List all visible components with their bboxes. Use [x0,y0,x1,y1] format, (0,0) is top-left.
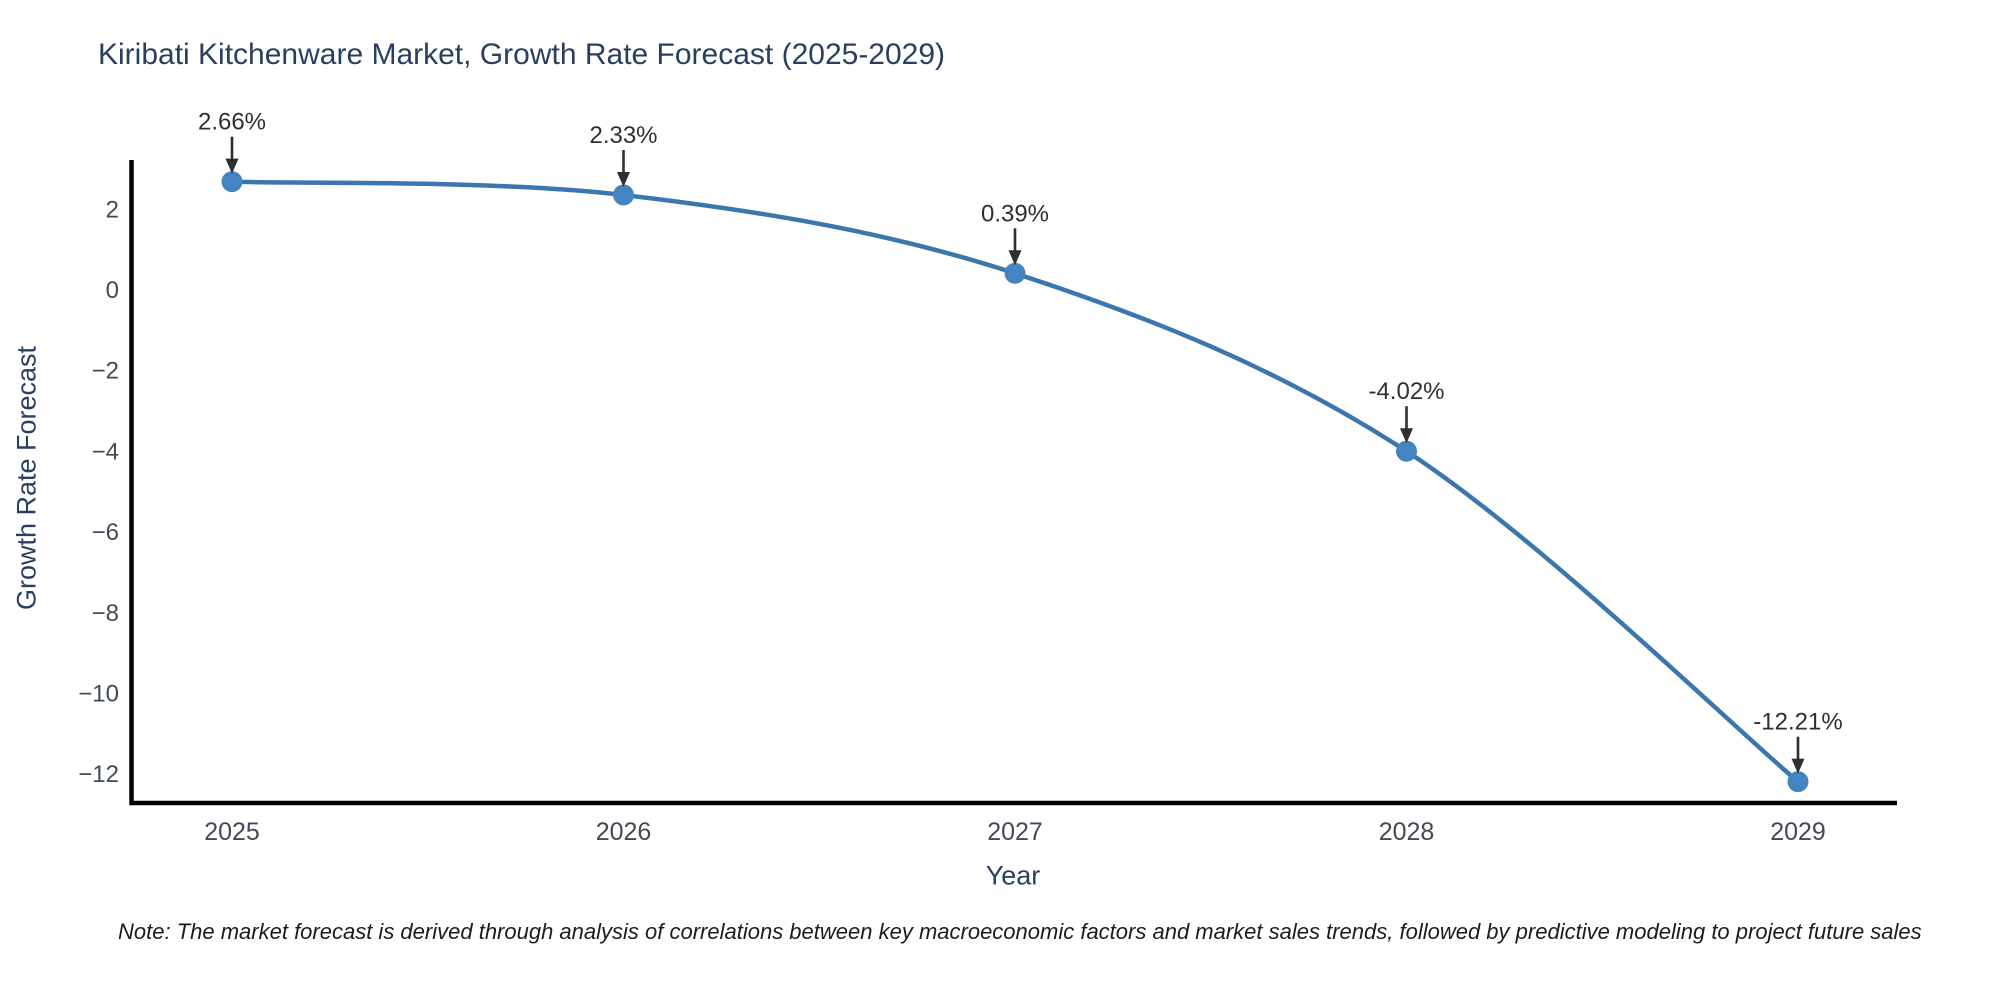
data-point-marker [1004,262,1026,284]
point-value-label: -12.21% [1753,709,1842,736]
annotation-arrow-head [225,158,239,174]
data-point-marker [221,171,243,193]
y-tick-label: 2 [106,196,119,223]
y-tick-label: 0 [106,277,119,304]
annotation-arrow-head [1008,250,1022,266]
y-tick-label: −6 [92,519,119,546]
x-tick-label: 2029 [1770,818,1826,846]
x-tick-label: 2025 [204,818,260,846]
y-tick-label: −12 [78,761,119,788]
point-value-label: 2.33% [589,122,657,149]
x-axis-title: Year [985,860,1041,891]
y-axis-title: Growth Rate Forecast [11,345,42,611]
chart-footnote: Note: The market forecast is derived thr… [118,919,1922,944]
y-tick-label: −4 [92,438,119,465]
chart-title: Kiribati Kitchenware Market, Growth Rate… [98,38,946,71]
x-tick-label: 2026 [596,818,652,846]
data-point-marker [1787,771,1809,793]
data-point-marker [1396,440,1417,462]
y-tick-label: −10 [78,681,119,708]
point-value-label: 0.39% [981,200,1049,227]
data-point-marker [613,184,634,206]
y-tick-label: −2 [92,358,119,385]
point-value-label: -4.02% [1368,378,1444,405]
annotation-arrow-head [1791,758,1805,774]
annotation-arrow-head [617,171,630,187]
annotation-arrow-head [1400,428,1413,444]
y-tick-label: −8 [92,600,119,627]
x-tick-label: 2028 [1379,818,1435,846]
axis-lines [129,160,1897,806]
x-tick-label: 2027 [987,818,1043,846]
point-value-label: 2.66% [198,109,266,136]
